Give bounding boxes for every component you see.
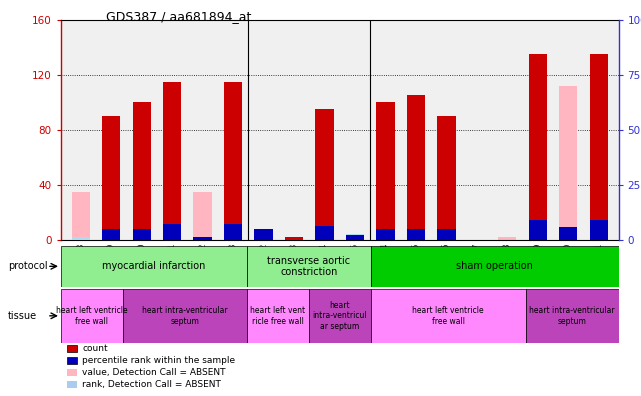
Text: transverse aortic
constriction: transverse aortic constriction [267,255,351,277]
Text: heart
intra-ventricul
ar septum: heart intra-ventricul ar septum [312,301,367,331]
Bar [559,86,578,240]
Bar [224,82,242,240]
Text: sham operation: sham operation [456,261,533,271]
Bar [376,228,395,240]
Bar [133,102,151,240]
Bar [67,381,77,388]
Bar [526,289,619,343]
Text: GDS387 / aa681894_at: GDS387 / aa681894_at [106,10,251,23]
Bar [102,228,121,240]
Bar [254,228,272,240]
Text: count: count [82,344,108,353]
Text: heart left ventricle
free wall: heart left ventricle free wall [412,306,484,326]
Bar [67,369,77,376]
Text: value, Detection Call = ABSENT: value, Detection Call = ABSENT [82,368,226,377]
Bar [133,228,151,240]
Bar [590,54,608,240]
Text: percentile rank within the sample: percentile rank within the sample [82,356,235,365]
Bar [370,289,526,343]
Bar [67,345,77,352]
Bar [194,237,212,240]
Bar [123,289,247,343]
Bar [315,109,333,240]
Text: rank, Detection Call = ABSENT: rank, Detection Call = ABSENT [82,380,221,389]
Bar [194,237,212,240]
Bar [529,54,547,240]
Bar [370,246,619,287]
Bar [346,234,364,240]
Bar [247,289,309,343]
Bar [61,289,123,343]
Bar [407,228,425,240]
Text: heart left vent
ricle free wall: heart left vent ricle free wall [250,306,305,326]
Bar [163,225,181,240]
Bar [309,289,370,343]
Text: protocol: protocol [8,261,47,271]
Bar [224,225,242,240]
Bar [437,116,456,240]
Bar [498,237,517,240]
Bar [559,227,578,240]
Bar [529,220,547,240]
Bar [437,228,456,240]
Bar [376,102,395,240]
Text: heart left ventricle
free wall: heart left ventricle free wall [56,306,128,326]
Bar [194,192,212,240]
Bar [67,357,77,364]
Bar [72,192,90,240]
Text: heart intra-ventricular
septum: heart intra-ventricular septum [142,306,228,326]
Bar [72,237,90,240]
Text: heart intra-ventricular
septum: heart intra-ventricular septum [529,306,615,326]
Bar [247,246,370,287]
Text: tissue: tissue [8,311,37,321]
Bar [346,236,364,240]
Bar [102,116,121,240]
Bar [559,234,578,240]
Bar [315,226,333,240]
Bar [61,246,247,287]
Bar [163,82,181,240]
Bar [285,237,303,240]
Bar [407,95,425,240]
Bar [590,220,608,240]
Text: myocardial infarction: myocardial infarction [102,261,206,271]
